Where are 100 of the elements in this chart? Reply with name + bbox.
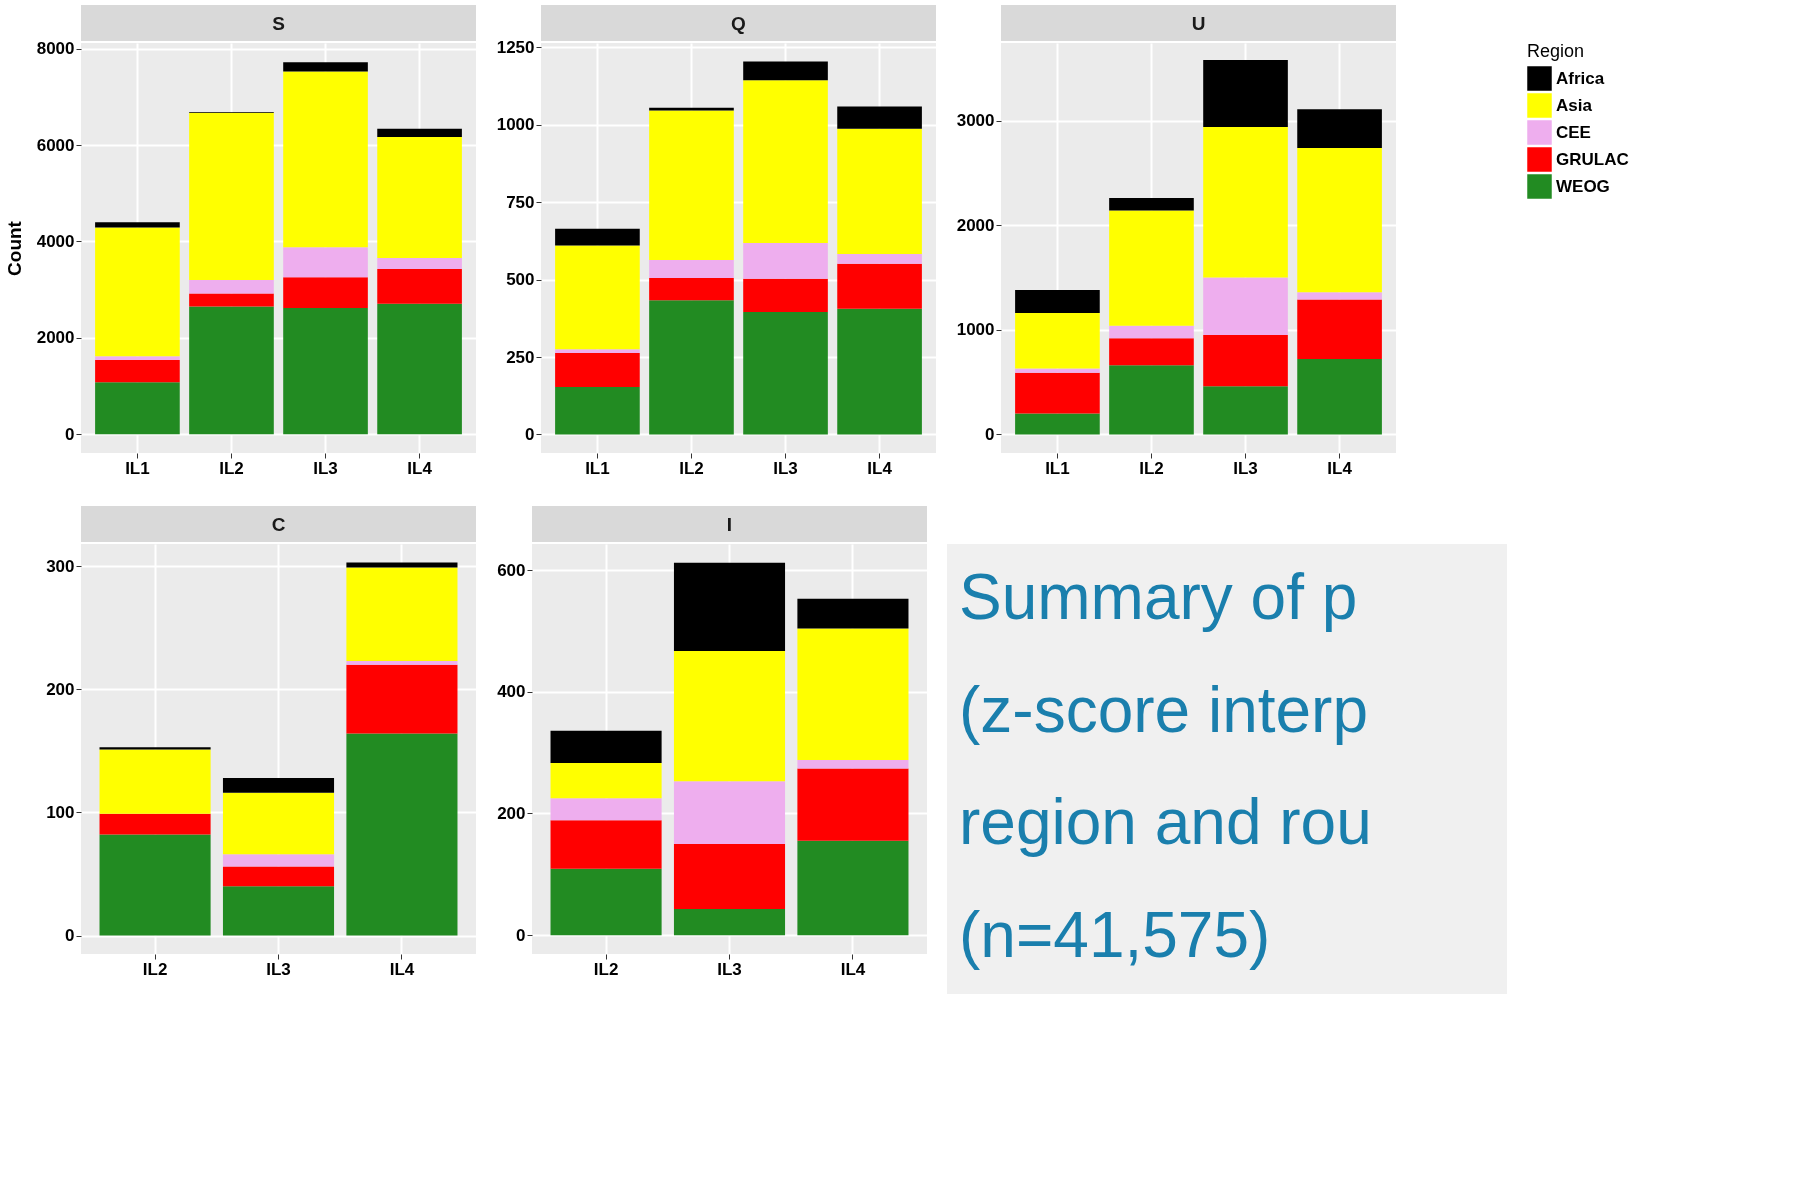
bar: [189, 306, 274, 435]
bar: [673, 651, 786, 782]
bar: [555, 387, 640, 435]
bar: [649, 260, 734, 279]
bar: [743, 80, 828, 244]
bar: [95, 382, 180, 435]
bar: [649, 107, 734, 111]
bar: [1203, 126, 1288, 278]
y-tick-label: 500: [506, 270, 535, 290]
bar: [189, 112, 274, 281]
y-tick-label: 200: [46, 679, 75, 699]
bar: [377, 257, 462, 269]
y-tick-label: 250: [506, 347, 535, 367]
bar: [283, 277, 368, 308]
bar: [837, 106, 922, 129]
bar: [1109, 365, 1194, 435]
y-tick-label: 2000: [956, 215, 995, 235]
bar: [189, 280, 274, 294]
bar: [1109, 338, 1194, 366]
bar: [673, 908, 786, 936]
bar: [743, 312, 828, 435]
x-tick-label: IL3: [773, 458, 798, 478]
bar: [797, 768, 909, 841]
x-tick-label: IL1: [1045, 458, 1070, 478]
y-tick-label: 0: [65, 926, 75, 946]
x-tick-label: IL2: [142, 959, 168, 979]
bar: [797, 628, 909, 760]
bar: [377, 268, 462, 304]
bar: [222, 854, 335, 867]
bar: [283, 62, 368, 72]
y-tick-label: 600: [497, 560, 526, 580]
x-tick-label: IL4: [867, 458, 893, 478]
x-tick-label: IL1: [585, 458, 610, 478]
text: Summary of p: [959, 561, 1358, 634]
bar: [550, 820, 662, 869]
bar: [1297, 299, 1382, 360]
y-tick-label: 6000: [36, 135, 75, 155]
bar: [95, 356, 180, 361]
bar: [377, 136, 462, 258]
bar: [550, 868, 662, 936]
y-tick-label: 400: [497, 682, 526, 702]
bar: [346, 733, 458, 936]
x-tick-label: IL1: [125, 458, 150, 478]
x-tick-label: IL3: [717, 959, 742, 979]
bar: [1015, 313, 1100, 369]
bar: [649, 278, 734, 301]
bar: [95, 360, 180, 383]
bar: [837, 263, 922, 309]
bar: [673, 843, 786, 909]
y-tick-label: 8000: [36, 39, 75, 59]
chart-title: S: [272, 13, 285, 34]
bar: [1109, 210, 1194, 326]
y-tick-label: 1000: [956, 320, 995, 340]
bar: [550, 730, 662, 763]
y-tick-label: 300: [46, 556, 75, 576]
chart-title: C: [271, 514, 286, 535]
bar: [99, 834, 211, 936]
y-tick-label: 2000: [36, 328, 75, 348]
x-tick-label: IL4: [407, 458, 433, 478]
bar: [377, 128, 462, 137]
x-tick-label: IL2: [1139, 458, 1164, 478]
x-tick-label: IL4: [1327, 458, 1353, 478]
bar: [377, 303, 462, 435]
bar: [95, 222, 180, 228]
y-tick-label: 0: [525, 424, 535, 444]
bar: [555, 352, 640, 388]
text: (n=41,575): [959, 898, 1271, 971]
bar: [1109, 198, 1194, 211]
bar: [346, 562, 458, 568]
text: region and rou: [959, 786, 1372, 859]
bar: [743, 278, 828, 313]
bar: [95, 227, 180, 357]
bar: [1297, 147, 1382, 293]
legend-label: Asia: [1556, 95, 1593, 115]
bar: [222, 792, 335, 855]
bar: [673, 781, 786, 844]
bar: [189, 293, 274, 307]
y-tick-label: 100: [46, 802, 75, 822]
bar: [222, 886, 335, 936]
bar: [1015, 413, 1100, 435]
chart-title: Q: [731, 13, 746, 34]
bar: [550, 762, 662, 799]
bar: [743, 61, 828, 81]
x-tick-label: IL3: [313, 458, 338, 478]
y-tick-label: 750: [506, 192, 535, 212]
bar: [99, 749, 211, 814]
bar: [1015, 368, 1100, 373]
x-tick-label: IL2: [593, 959, 619, 979]
bar: [1297, 292, 1382, 300]
bar: [99, 813, 211, 835]
bar: [550, 798, 662, 821]
chart-title: U: [1191, 13, 1206, 34]
bar: [222, 866, 335, 887]
bar: [1297, 109, 1382, 148]
y-tick-label: 1250: [496, 37, 535, 57]
bar: [797, 759, 909, 769]
bar: [555, 245, 640, 350]
bar: [283, 307, 368, 435]
bar: [837, 128, 922, 254]
bar: [346, 567, 458, 661]
